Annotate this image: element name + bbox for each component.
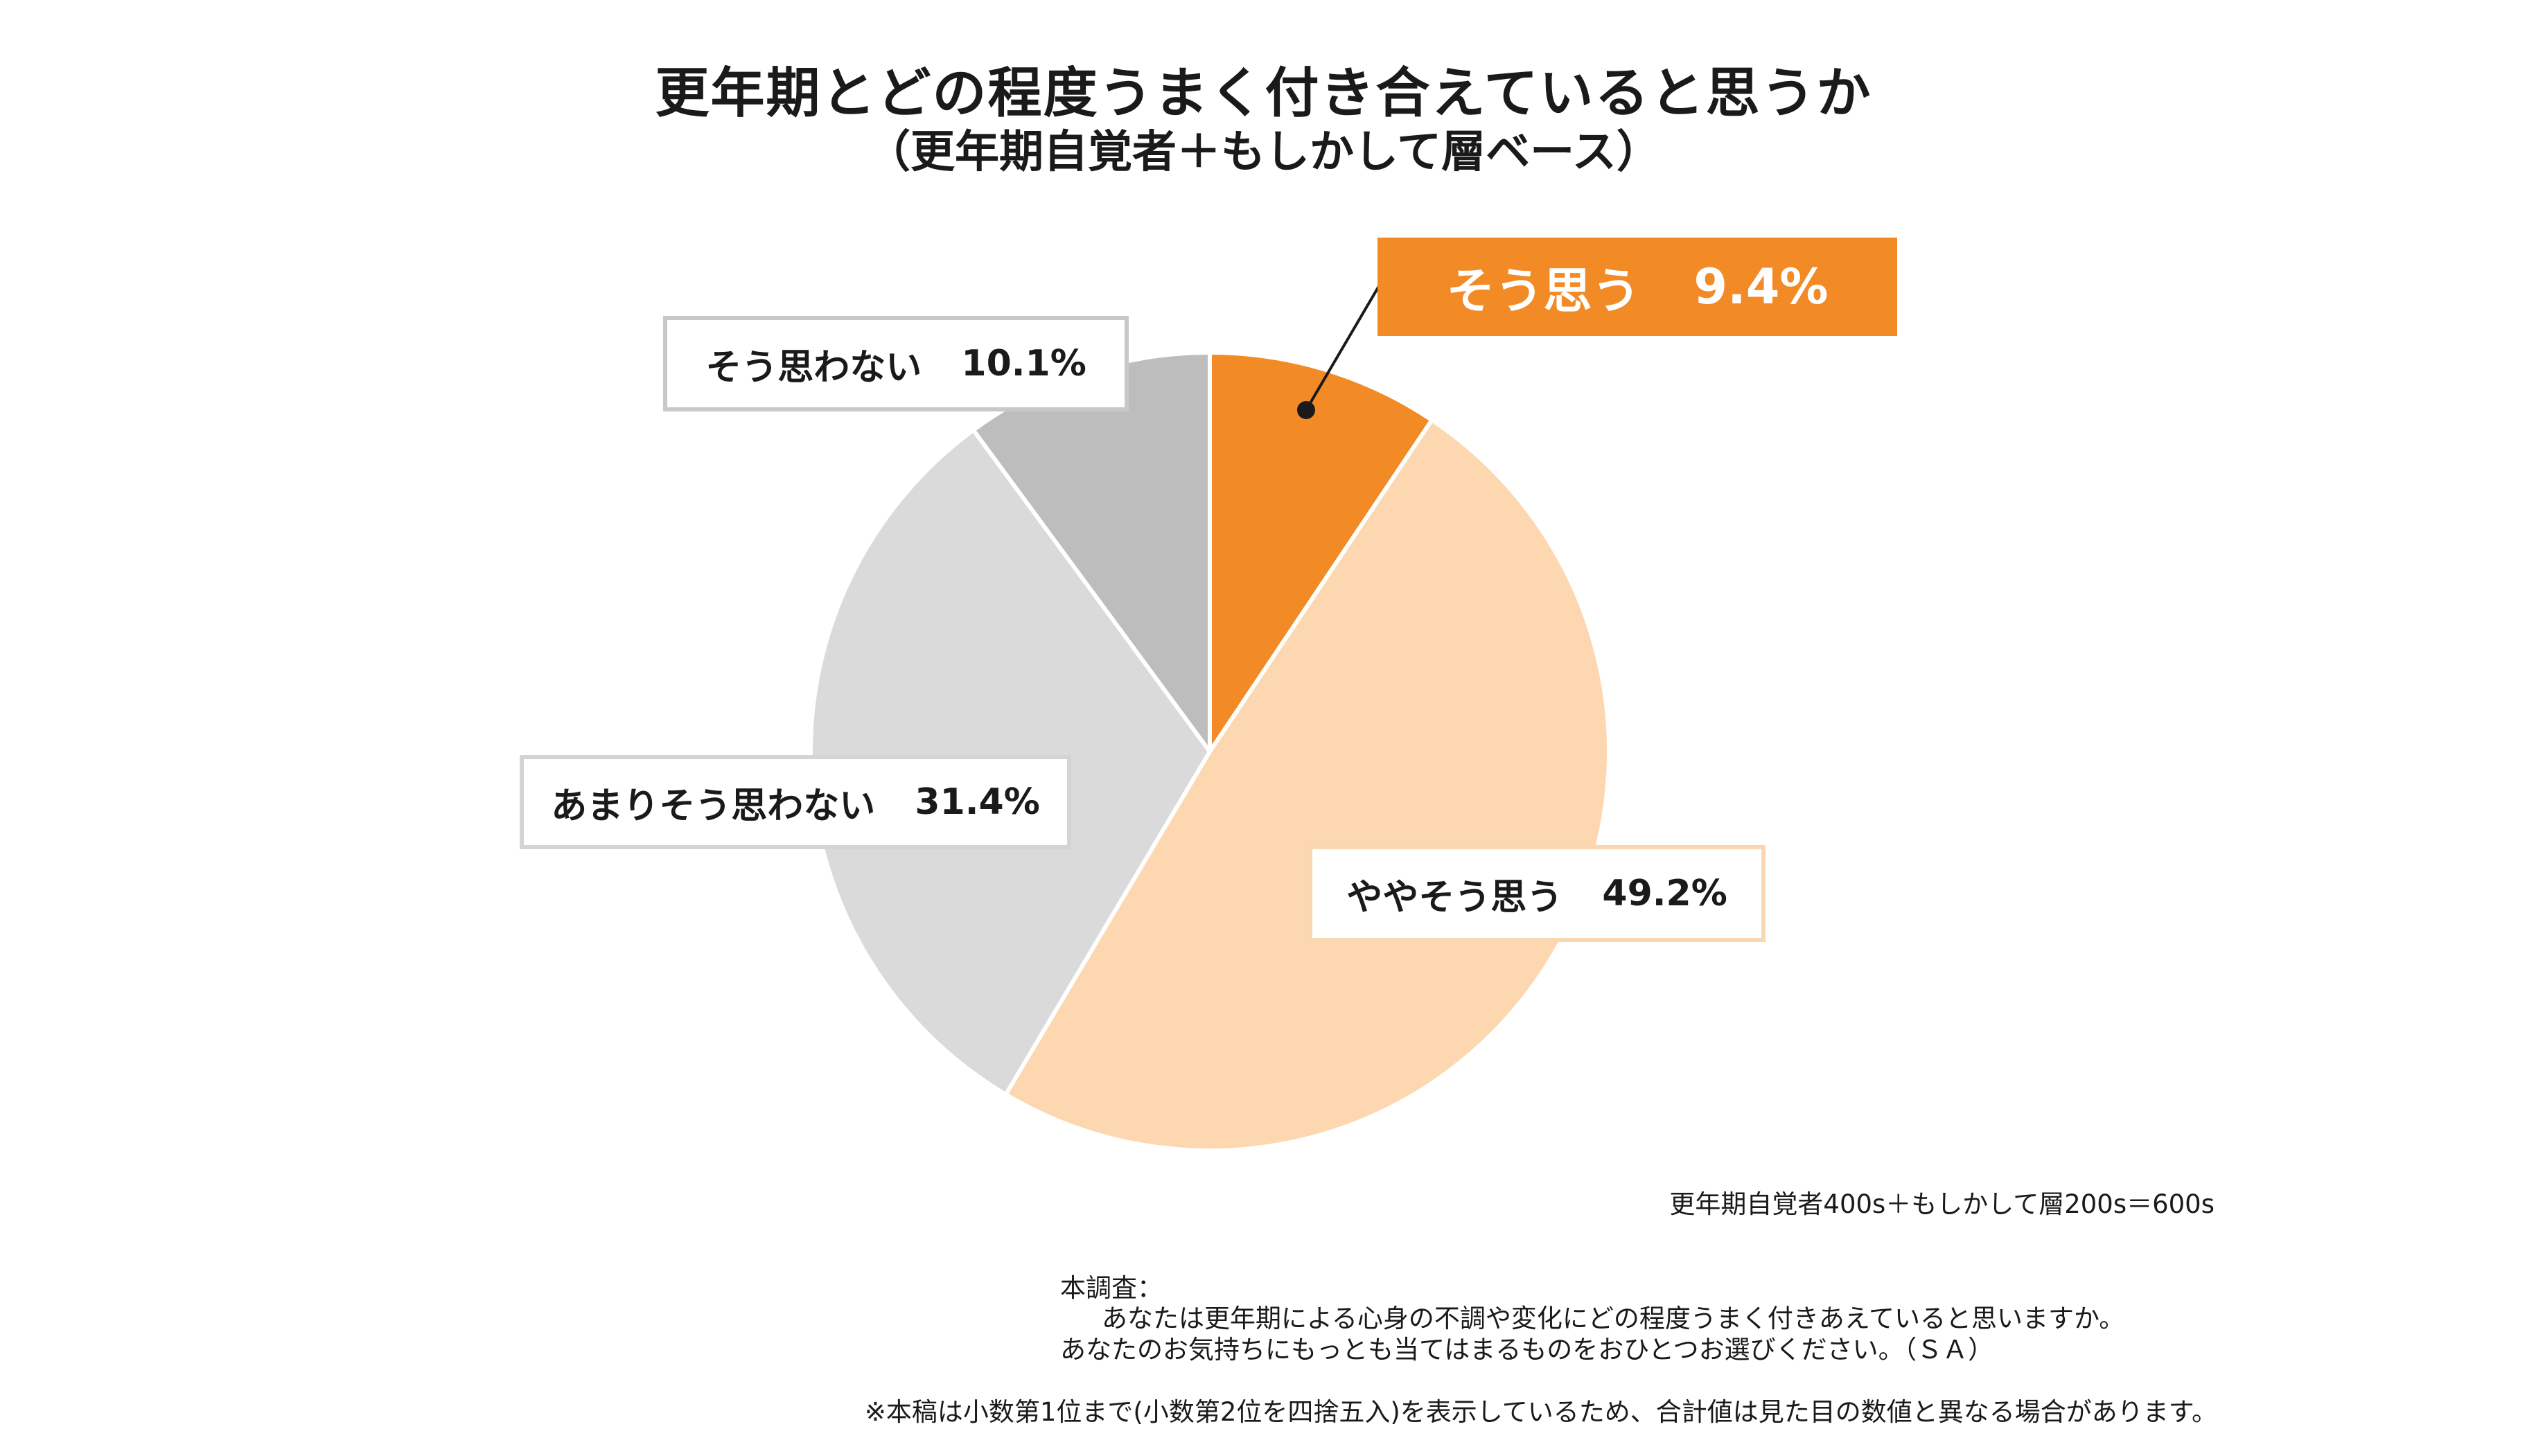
slice-label-sou-omou: そう思う 9.4% xyxy=(1377,238,1897,336)
slice-label-amari-sou-omowanai: あまりそう思わない 31.4% xyxy=(520,755,1071,849)
slice-label-category: ややそう思う xyxy=(1346,876,1563,918)
pie-slice-2 xyxy=(1003,418,1611,1153)
leader-dot xyxy=(1297,401,1315,419)
survey-line-1: あなたは更年期による心身の不調や変化にどの程度うまく付きあえていると思いますか。 xyxy=(1102,1304,2125,1334)
slice-label-yaya-sou-omou: ややそう思う 49.2% xyxy=(1308,845,1766,942)
chart-subtitle: （更年期自覚者＋もしかして層ベース） xyxy=(866,127,1661,178)
footnote: ※本稿は小数第1位まで(小数第2位を四捨五入)を表示しているため、合計値は見た目… xyxy=(864,1397,2217,1427)
slice-label-category: そう思わない xyxy=(705,346,922,389)
slice-label-category: そう思う xyxy=(1446,262,1641,319)
slice-label-value: 9.4% xyxy=(1693,258,1829,315)
survey-line-2: あなたのお気持ちにもっとも当てはまるものをおひとつお選びください。（ＳＡ） xyxy=(1060,1334,1994,1365)
slice-label-value: 31.4% xyxy=(915,781,1040,823)
pie-slice-1 xyxy=(1208,350,1434,754)
survey-question: 本調査： あなたは更年期による心身の不調や変化にどの程度うまく付きあえていると思… xyxy=(1060,1273,2124,1365)
chart-title: 更年期とどの程度うまく付き合えていると思うか xyxy=(655,62,1872,125)
survey-heading: 本調査： xyxy=(1060,1273,1163,1303)
slice-label-category: あまりそう思わない xyxy=(551,785,876,827)
slice-label-value: 10.1% xyxy=(961,343,1086,384)
slice-label-sou-omowanai: そう思わない 10.1% xyxy=(663,316,1129,411)
slice-label-value: 49.2% xyxy=(1602,873,1727,914)
leader-line xyxy=(1305,281,1382,411)
sample-base-note: 更年期自覚者400s＋もしかして層200s＝600s xyxy=(1669,1189,2215,1219)
